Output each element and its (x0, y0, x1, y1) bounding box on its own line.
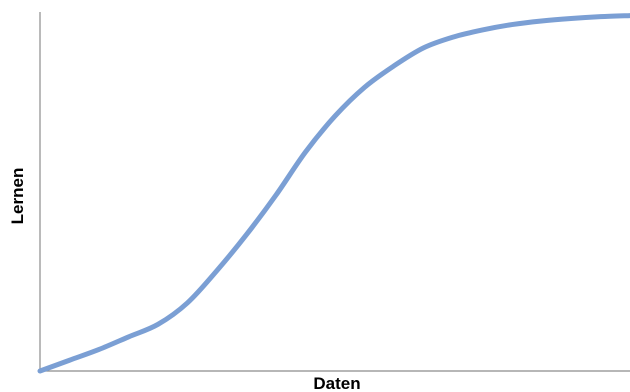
x-axis-label: Daten (313, 374, 360, 392)
series-layer (37, 13, 630, 374)
series-line-0 (37, 13, 630, 374)
y-axis-label: Lernen (8, 168, 27, 225)
